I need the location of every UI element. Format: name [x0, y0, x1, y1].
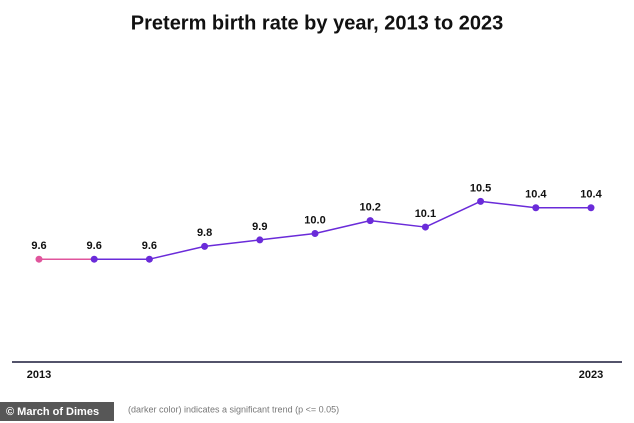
data-point [145, 255, 153, 263]
data-point [201, 242, 209, 250]
watermark: © March of Dimes [6, 406, 99, 418]
watermark-box [0, 402, 114, 421]
data-point [35, 255, 43, 263]
value-label: 10.0 [304, 214, 325, 226]
line-segment [425, 200, 481, 228]
line-segment [314, 219, 371, 235]
line-segment [149, 245, 205, 260]
data-point [421, 223, 429, 231]
value-label: 9.6 [87, 240, 102, 252]
value-label: 10.2 [359, 202, 380, 214]
value-label: 9.6 [31, 240, 46, 252]
value-label: 9.6 [142, 240, 157, 252]
footnote: (darker color) indicates a significant t… [128, 404, 339, 414]
value-label: 10.4 [580, 189, 602, 201]
value-label: 9.9 [252, 221, 267, 233]
value-label: 10.4 [525, 189, 547, 201]
data-point [256, 236, 264, 244]
line-segment [204, 239, 260, 248]
data-point [477, 197, 485, 205]
x-tick-label: 2023 [579, 369, 603, 381]
line-segment [370, 219, 426, 228]
line-segment [480, 200, 536, 209]
data-point [311, 229, 319, 237]
chart-title: Preterm birth rate by year, 2013 to 2023 [131, 12, 503, 34]
data-point [587, 204, 595, 212]
data-point [532, 204, 540, 212]
data-point [366, 217, 374, 225]
value-label: 9.8 [197, 227, 212, 239]
x-tick-label: 2013 [27, 369, 51, 381]
value-label: 10.1 [415, 208, 436, 220]
data-point [90, 255, 98, 263]
line-segment [259, 232, 316, 241]
value-label: 10.5 [470, 182, 491, 194]
